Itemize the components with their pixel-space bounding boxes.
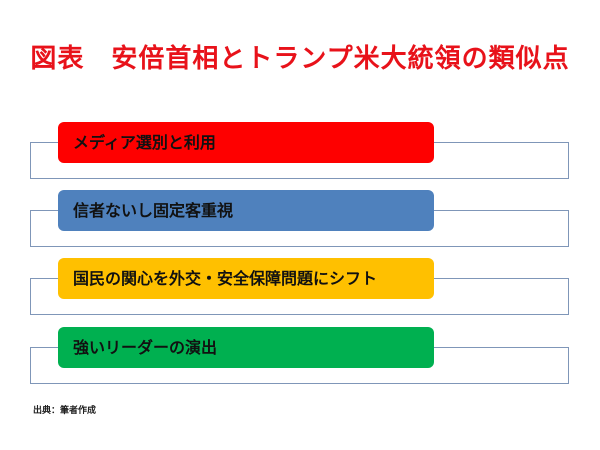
source-note: 出典：筆者作成 [33,406,97,416]
item-label: 信者ないし固定客重視 [58,190,434,231]
item-label: 国民の関心を外交・安全保障問題にシフト [58,258,434,299]
item-label: メディア選別と利用 [58,122,434,163]
item-label: 強いリーダーの演出 [58,327,434,368]
title: 図表 安倍首相とトランプ米大統領の類似点 [30,44,570,74]
